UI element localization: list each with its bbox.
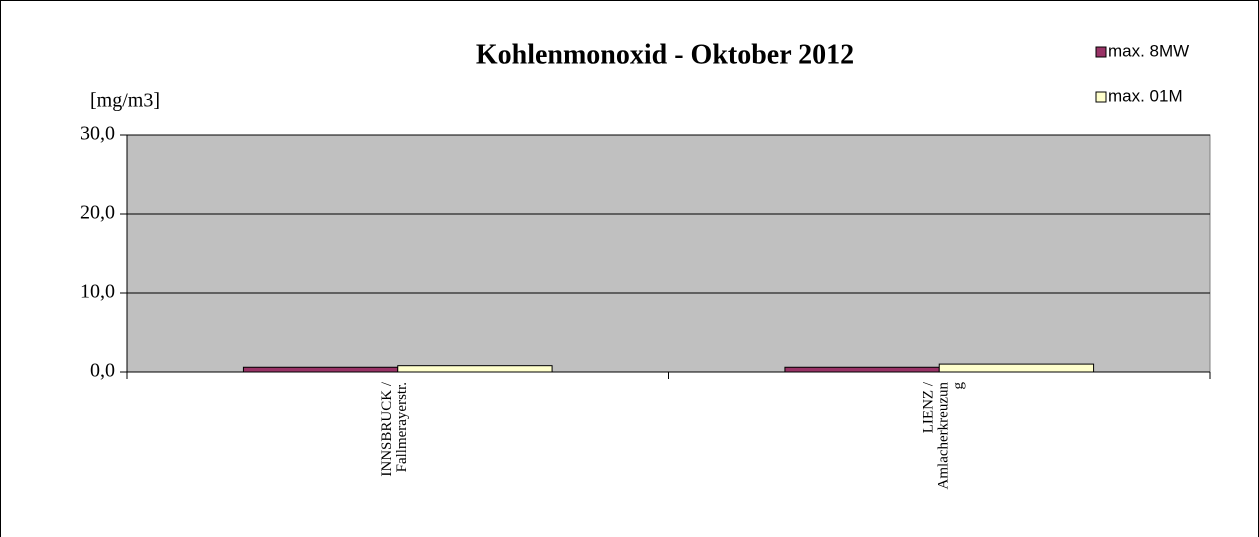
bar <box>397 365 553 373</box>
bar <box>784 366 940 373</box>
legend-label: max. 8MW <box>1108 41 1189 60</box>
y-axis-label: [mg/m3] <box>90 90 160 112</box>
legend-swatch <box>1095 46 1107 58</box>
legend-swatch <box>1095 91 1107 103</box>
y-tick-label: 20,0 <box>80 202 115 224</box>
chart-title: Kohlenmonoxid - Oktober 2012 <box>476 39 854 70</box>
x-tick-label: INNSBRUCK /Fallmerayerstr. <box>379 381 410 476</box>
x-tick-label: LIENZ /Amlacherkreuzung <box>921 381 967 489</box>
plot-area <box>126 134 1211 373</box>
bar <box>938 363 1095 373</box>
y-tick-label: 10,0 <box>80 281 115 303</box>
y-tick-label: 0,0 <box>90 360 115 382</box>
y-tick-label: 30,0 <box>80 123 115 145</box>
legend-label: max. 01M <box>1108 86 1183 105</box>
bar <box>242 366 399 373</box>
